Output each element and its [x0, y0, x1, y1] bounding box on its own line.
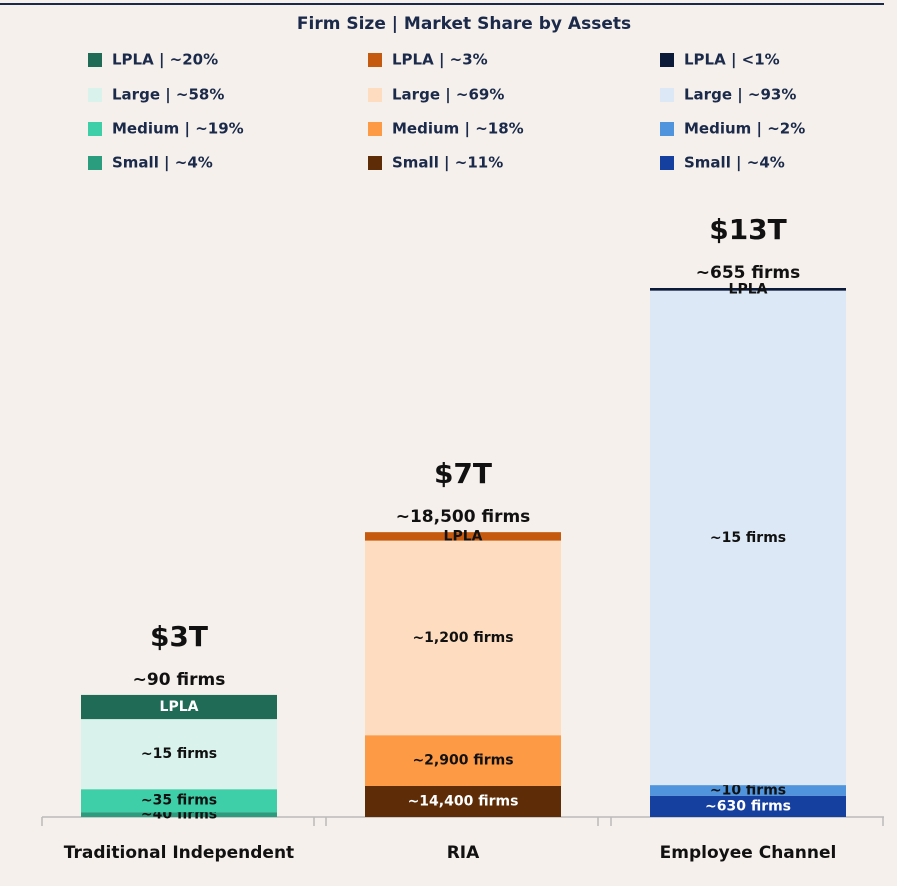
legend-swatch — [660, 88, 674, 102]
legend-label: Medium | ~2% — [684, 120, 805, 139]
total-label: $7T — [434, 457, 492, 490]
legend-swatch — [368, 122, 382, 136]
legend-label: Large | ~58% — [112, 86, 224, 105]
segment-label: ~10 firms — [710, 782, 786, 798]
legend-label: Small | ~4% — [684, 154, 785, 173]
legend-label: Medium | ~18% — [392, 120, 524, 139]
bar-segment — [81, 694, 277, 720]
legend-label: LPLA | ~20% — [112, 51, 218, 70]
segment-label: ~15 firms — [710, 530, 786, 546]
bar-segment — [650, 290, 846, 786]
legend-label: Large | ~93% — [684, 86, 796, 105]
bar-segment — [81, 812, 277, 817]
bar-segment — [365, 735, 561, 786]
chart-title: Firm Size | Market Share by Assets — [297, 14, 631, 34]
legend-swatch — [88, 122, 102, 136]
bar-segment — [650, 795, 846, 817]
firms-label: ~18,500 firms — [396, 507, 531, 527]
bar-segment — [365, 785, 561, 817]
legend-swatch — [88, 53, 102, 67]
legend-swatch — [660, 122, 674, 136]
legend-swatch — [660, 53, 674, 67]
legend-label: LPLA | ~3% — [392, 51, 488, 70]
segment-label: ~630 firms — [705, 798, 791, 814]
legend-swatch — [368, 156, 382, 170]
firms-label: ~655 firms — [696, 263, 800, 283]
bar-segment — [81, 719, 277, 790]
x-tick-label: Traditional Independent — [64, 843, 294, 863]
x-tick-label: RIA — [447, 843, 480, 863]
segment-label: LPLA — [729, 281, 768, 297]
legend-label: Small | ~11% — [392, 154, 503, 173]
bar-segment — [81, 789, 277, 813]
segment-label: ~2,900 firms — [412, 753, 513, 769]
x-tick-label: Employee Channel — [660, 843, 837, 863]
segment-label: LPLA — [160, 699, 199, 715]
legend-label: Large | ~69% — [392, 86, 504, 105]
segment-label: ~35 firms — [141, 793, 217, 809]
segment-label: LPLA — [444, 528, 483, 544]
segment-label: ~1,200 firms — [412, 630, 513, 646]
bar-segment — [365, 532, 561, 541]
segment-label: ~14,400 firms — [408, 793, 519, 809]
bar-segment — [650, 288, 846, 291]
legend-label: Medium | ~19% — [112, 120, 244, 139]
segment-label: ~15 firms — [141, 746, 217, 762]
legend-swatch — [660, 156, 674, 170]
legend-label: LPLA | <1% — [684, 51, 780, 70]
legend-swatch — [88, 88, 102, 102]
bar-segment — [365, 540, 561, 736]
legend-swatch — [368, 88, 382, 102]
legend-swatch — [368, 53, 382, 67]
legend-label: Small | ~4% — [112, 154, 213, 173]
bar-segment — [650, 785, 846, 796]
total-label: $3T — [150, 620, 208, 653]
firms-label: ~90 firms — [133, 670, 226, 690]
total-label: $13T — [709, 213, 787, 246]
legend-swatch — [88, 156, 102, 170]
